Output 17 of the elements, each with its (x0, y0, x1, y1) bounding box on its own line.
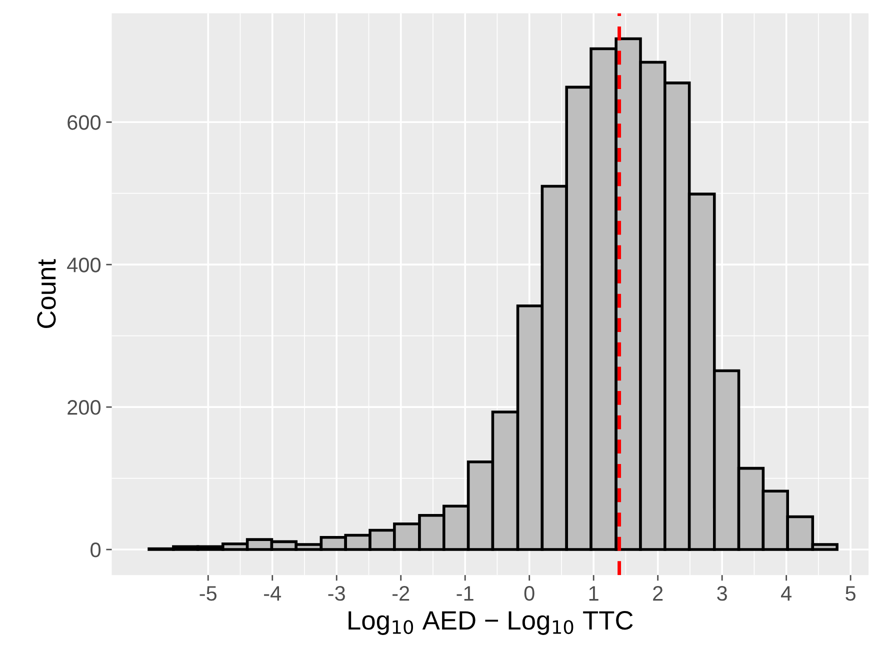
y-tick-label: 600 (68, 115, 101, 130)
x-tick-label: 5 (846, 586, 856, 601)
x-tick-label: -2 (392, 586, 410, 601)
y-axis-title: Count (37, 259, 56, 328)
x-tick-label: 2 (653, 586, 663, 601)
x-tick-label: -1 (456, 586, 474, 601)
x-tick-label: -3 (328, 586, 345, 601)
x-tick-label: 0 (524, 586, 534, 601)
x-tick-label: 1 (589, 586, 598, 601)
x-axis-title: Log$_{10}$ AED − Log$_{10}$ TTC (348, 611, 633, 635)
x-tick-label: -4 (264, 586, 282, 601)
x-tick-label: 4 (781, 586, 792, 601)
y-tick-label: 200 (68, 400, 101, 415)
y-tick-label: 0 (90, 542, 101, 558)
x-tick-label: 3 (717, 586, 727, 601)
x-tick-label: -5 (200, 586, 217, 601)
y-tick-label: 400 (67, 258, 101, 272)
